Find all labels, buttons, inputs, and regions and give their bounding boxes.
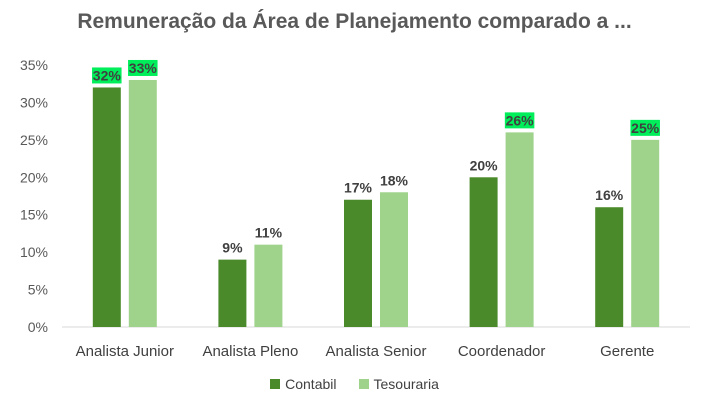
bar (631, 139, 660, 327)
y-tick-label: 10% (20, 244, 48, 260)
data-label: 9% (222, 240, 243, 256)
data-label-highlight (128, 59, 158, 76)
legend-label-tesouraria: Tesouraria (373, 376, 439, 392)
x-tick-label: Analista Senior (326, 343, 427, 360)
y-tick-label: 0% (28, 319, 48, 335)
bar (254, 244, 283, 327)
chart-title: Remuneração da Área de Planejamento comp… (77, 10, 632, 33)
legend-item-tesouraria[interactable]: Tesouraria (358, 376, 439, 392)
chart-legend: Contabil Tesouraria (0, 376, 709, 392)
x-tick-label: Analista Junior (76, 343, 174, 360)
data-label-highlight (504, 112, 535, 129)
bar (380, 192, 408, 327)
y-tick-label: 15% (20, 207, 48, 223)
data-label: 17% (344, 180, 373, 196)
data-label: 32% (93, 67, 122, 83)
y-tick-label: 35% (20, 57, 48, 73)
legend-label-contabil: Contabil (285, 376, 337, 392)
bar (595, 207, 624, 327)
data-label: 26% (506, 112, 535, 128)
data-label: 25% (631, 120, 660, 136)
bar (92, 87, 121, 327)
y-tick-label: 25% (20, 132, 48, 148)
data-label: 11% (255, 225, 283, 241)
y-tick-label: 30% (20, 94, 48, 110)
x-tick-label: Analista Pleno (202, 343, 298, 360)
x-tick-label: Gerente (600, 343, 654, 360)
x-tick-label: Coordenador (458, 343, 546, 360)
data-label-highlight (92, 67, 122, 84)
data-label: 18% (380, 172, 409, 188)
data-label: 20% (470, 157, 499, 173)
bar (128, 79, 157, 327)
data-label-highlight (630, 119, 660, 136)
legend-swatch-contabil (270, 379, 281, 389)
data-label: 16% (595, 187, 624, 203)
data-label: 33% (129, 60, 158, 76)
bar (218, 259, 247, 327)
bar (505, 132, 534, 327)
bar (344, 199, 372, 327)
y-tick-label: 20% (20, 169, 48, 185)
bar (469, 177, 498, 327)
legend-swatch-tesouraria (358, 379, 369, 389)
y-tick-label: 5% (28, 282, 48, 298)
legend-item-contabil[interactable]: Contabil (270, 376, 337, 392)
